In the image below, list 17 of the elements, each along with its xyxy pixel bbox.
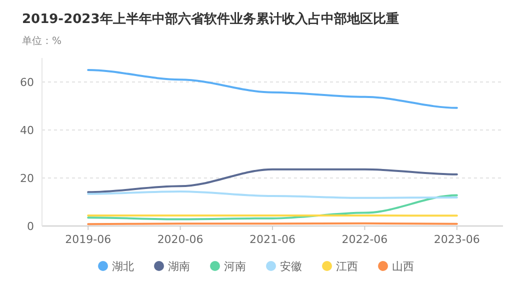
legend-label: 江西 — [336, 260, 358, 273]
legend-label: 山西 — [392, 260, 414, 273]
chart-subtitle: 单位：% — [22, 35, 62, 47]
legend-label: 湖南 — [168, 260, 190, 273]
y-tick-label: 60 — [20, 76, 34, 89]
x-tick-label: 2020-06 — [157, 233, 204, 246]
y-tick-label: 20 — [20, 172, 34, 185]
legend-label: 湖北 — [112, 260, 134, 273]
y-tick-label: 40 — [20, 124, 34, 137]
y-tick-label: 0 — [27, 220, 34, 233]
legend-label: 河南 — [224, 260, 246, 273]
x-tick-label: 2022-06 — [342, 233, 388, 246]
legend-label: 安徽 — [280, 260, 302, 273]
chart-title: 2019-2023年上半年中部六省软件业务累计收入占中部地区比重 — [22, 11, 399, 27]
x-tick-label: 2021-06 — [250, 233, 296, 246]
x-tick-label: 2023-06 — [434, 233, 480, 246]
x-tick-label: 2019-06 — [65, 233, 112, 246]
